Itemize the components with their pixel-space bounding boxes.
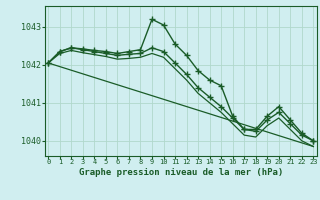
X-axis label: Graphe pression niveau de la mer (hPa): Graphe pression niveau de la mer (hPa) [79,168,283,177]
